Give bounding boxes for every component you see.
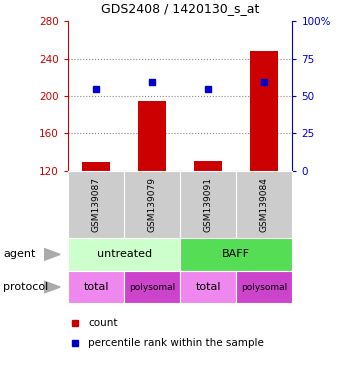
Text: polysomal: polysomal bbox=[241, 283, 288, 291]
Text: protocol: protocol bbox=[3, 282, 49, 292]
Text: GSM139084: GSM139084 bbox=[260, 177, 269, 232]
Text: total: total bbox=[83, 282, 109, 292]
Text: total: total bbox=[195, 282, 221, 292]
Text: polysomal: polysomal bbox=[129, 283, 175, 291]
Text: GSM139079: GSM139079 bbox=[148, 177, 157, 232]
Text: count: count bbox=[88, 318, 118, 328]
Text: agent: agent bbox=[3, 249, 36, 260]
Text: GDS2408 / 1420130_s_at: GDS2408 / 1420130_s_at bbox=[101, 2, 259, 15]
Bar bbox=[82, 162, 110, 171]
Polygon shape bbox=[44, 248, 60, 260]
Text: GSM139091: GSM139091 bbox=[204, 177, 213, 232]
Polygon shape bbox=[44, 281, 60, 293]
Bar bbox=[194, 161, 222, 171]
Bar bbox=[138, 101, 166, 171]
Text: untreated: untreated bbox=[97, 249, 152, 260]
Text: percentile rank within the sample: percentile rank within the sample bbox=[88, 338, 264, 348]
Text: BAFF: BAFF bbox=[222, 249, 250, 260]
Bar bbox=[250, 51, 278, 171]
Text: GSM139087: GSM139087 bbox=[91, 177, 101, 232]
